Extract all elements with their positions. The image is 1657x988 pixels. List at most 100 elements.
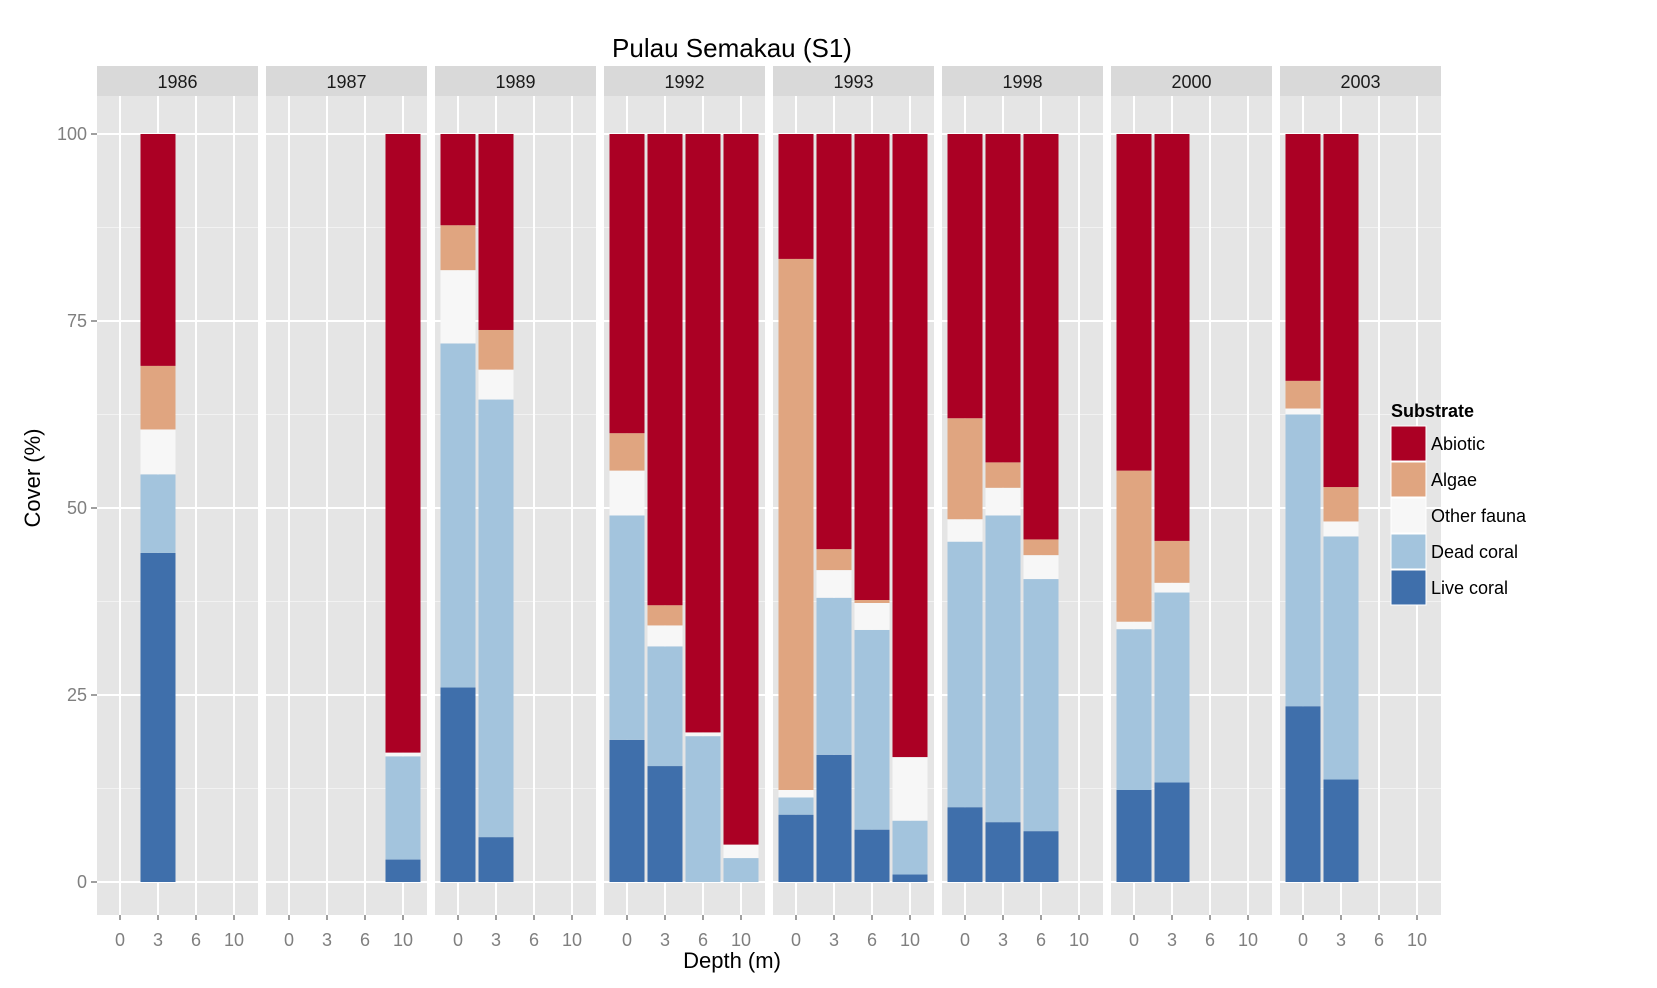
y-tick-label: 75 (67, 311, 87, 331)
bar-segment-1998-6m-abiotic (1023, 134, 1059, 540)
bar-segment-2003-0m-live-coral (1285, 706, 1321, 882)
x-tick-label: 6 (1036, 930, 1046, 950)
strip-label-1987: 1987 (326, 72, 366, 92)
legend-key (1390, 425, 1427, 462)
bar-segment-1989-3m-algae (478, 329, 514, 370)
x-tick-label: 3 (491, 930, 501, 950)
bar-segment-1992-6m-dead-coral (685, 736, 721, 882)
bar-segment-1989-0m-abiotic (440, 134, 476, 226)
strip-background (1280, 66, 1441, 96)
x-tick-label: 0 (791, 930, 801, 950)
strip-background (97, 66, 258, 96)
x-tick-label: 10 (731, 930, 751, 950)
bar-segment-2003-3m-dead-coral (1323, 536, 1359, 780)
y-axis-label: Cover (%) (20, 428, 45, 527)
bar-segment-2000-3m-algae (1154, 540, 1190, 583)
bar-segment-1992-0m-live-coral (609, 739, 645, 882)
x-tick-label: 3 (1336, 930, 1346, 950)
bar-segment-1998-3m-algae (985, 462, 1021, 488)
legend-key (1390, 461, 1427, 498)
legend-item-live-coral: Live coral (1390, 569, 1508, 606)
bar-segment-1993-10m-live-coral (892, 874, 928, 882)
bar-segment-1986-3m-dead-coral (140, 474, 176, 553)
x-tick-label: 0 (1298, 930, 1308, 950)
bar-segment-1992-0m-dead-coral (609, 515, 645, 740)
x-tick-label: 3 (660, 930, 670, 950)
x-tick-label: 6 (360, 930, 370, 950)
bar-segment-1992-0m-algae (609, 433, 645, 471)
strip-background (435, 66, 596, 96)
legend-key (1390, 569, 1427, 606)
bar-segment-1989-0m-other-fauna (440, 270, 476, 344)
x-tick-label: 0 (622, 930, 632, 950)
bar-segment-1998-0m-algae (947, 418, 983, 520)
bar-segment-1998-0m-dead-coral (947, 541, 983, 808)
legend: Substrate Abiotic Algae Other fauna Dead co… (1390, 401, 1527, 606)
bar-segment-1993-0m-abiotic (778, 134, 814, 259)
x-tick-label: 0 (115, 930, 125, 950)
bar-segment-1992-10m-dead-coral (723, 858, 759, 882)
x-tick-label: 6 (867, 930, 877, 950)
chart-title: Pulau Semakau (S1) (612, 33, 852, 63)
bar-segment-1993-6m-abiotic (854, 134, 890, 601)
x-tick-label: 6 (1374, 930, 1384, 950)
bar-segment-1987-10m-other-fauna (385, 752, 421, 757)
facet-panel-1992: 1992 0 3 6 10 (604, 66, 765, 950)
bar-segment-1989-0m-algae (440, 225, 476, 271)
y-tick-label: 0 (77, 872, 87, 892)
x-tick-label: 10 (393, 930, 413, 950)
legend-label: Other fauna (1431, 506, 1527, 526)
bar-segment-1998-3m-dead-coral (985, 515, 1021, 823)
facet-panel-1986: 1986 0 3 6 10 (97, 66, 258, 950)
x-tick-label: 10 (562, 930, 582, 950)
bar-segment-1998-6m-algae (1023, 539, 1059, 556)
strip-label-2000: 2000 (1171, 72, 1211, 92)
bar-segment-2003-0m-dead-coral (1285, 414, 1321, 707)
bar-segment-1998-6m-dead-coral (1023, 579, 1059, 832)
bar-segment-1998-0m-live-coral (947, 807, 983, 882)
bar-segment-2000-3m-other-fauna (1154, 582, 1190, 593)
bar-segment-1998-6m-live-coral (1023, 831, 1059, 882)
bar-segment-1998-3m-abiotic (985, 134, 1021, 463)
legend-label: Dead coral (1431, 542, 1518, 562)
x-tick-label: 0 (284, 930, 294, 950)
legend-title: Substrate (1391, 401, 1474, 421)
x-tick-label: 10 (900, 930, 920, 950)
x-tick-label: 3 (829, 930, 839, 950)
facet-panel-2000: 2000 0 3 6 10 (1111, 66, 1272, 950)
bar-segment-2000-3m-dead-coral (1154, 592, 1190, 783)
y-tick-label: 25 (67, 685, 87, 705)
x-tick-label: 6 (191, 930, 201, 950)
bar-segment-1989-0m-dead-coral (440, 343, 476, 688)
bar-segment-1992-6m-abiotic (685, 134, 721, 733)
bar-segment-1992-0m-other-fauna (609, 470, 645, 516)
bar-segment-2003-3m-live-coral (1323, 779, 1359, 882)
bar-segment-1998-0m-other-fauna (947, 519, 983, 542)
bar-segment-2000-0m-algae (1116, 470, 1152, 622)
strip-label-2003: 2003 (1340, 72, 1380, 92)
bar-segment-1989-3m-abiotic (478, 134, 514, 330)
legend-label: Algae (1431, 470, 1477, 490)
bar-segment-1998-3m-live-coral (985, 822, 1021, 882)
bar-segment-1992-3m-live-coral (647, 766, 683, 882)
bar-segment-2003-0m-abiotic (1285, 134, 1321, 381)
y-tick-label: 100 (57, 124, 87, 144)
bar-segment-1992-3m-dead-coral (647, 646, 683, 767)
bar-segment-1987-10m-abiotic (385, 134, 421, 753)
legend-key (1390, 497, 1427, 534)
bar-segment-1986-3m-other-fauna (140, 429, 176, 475)
bar-segment-2003-3m-abiotic (1323, 134, 1359, 488)
x-tick-label: 3 (998, 930, 1008, 950)
bar-segment-1986-3m-abiotic (140, 134, 176, 366)
strip-label-1998: 1998 (1002, 72, 1042, 92)
x-tick-label: 10 (1238, 930, 1258, 950)
bar-segment-1993-3m-other-fauna (816, 570, 852, 598)
bar-segment-1998-6m-other-fauna (1023, 555, 1059, 580)
bar-segment-1993-0m-live-coral (778, 814, 814, 882)
bar-segment-1992-3m-abiotic (647, 134, 683, 606)
x-tick-label: 6 (698, 930, 708, 950)
bar-segment-1986-3m-algae (140, 365, 176, 430)
bar-segment-2000-3m-live-coral (1154, 782, 1190, 882)
x-tick-label: 3 (322, 930, 332, 950)
